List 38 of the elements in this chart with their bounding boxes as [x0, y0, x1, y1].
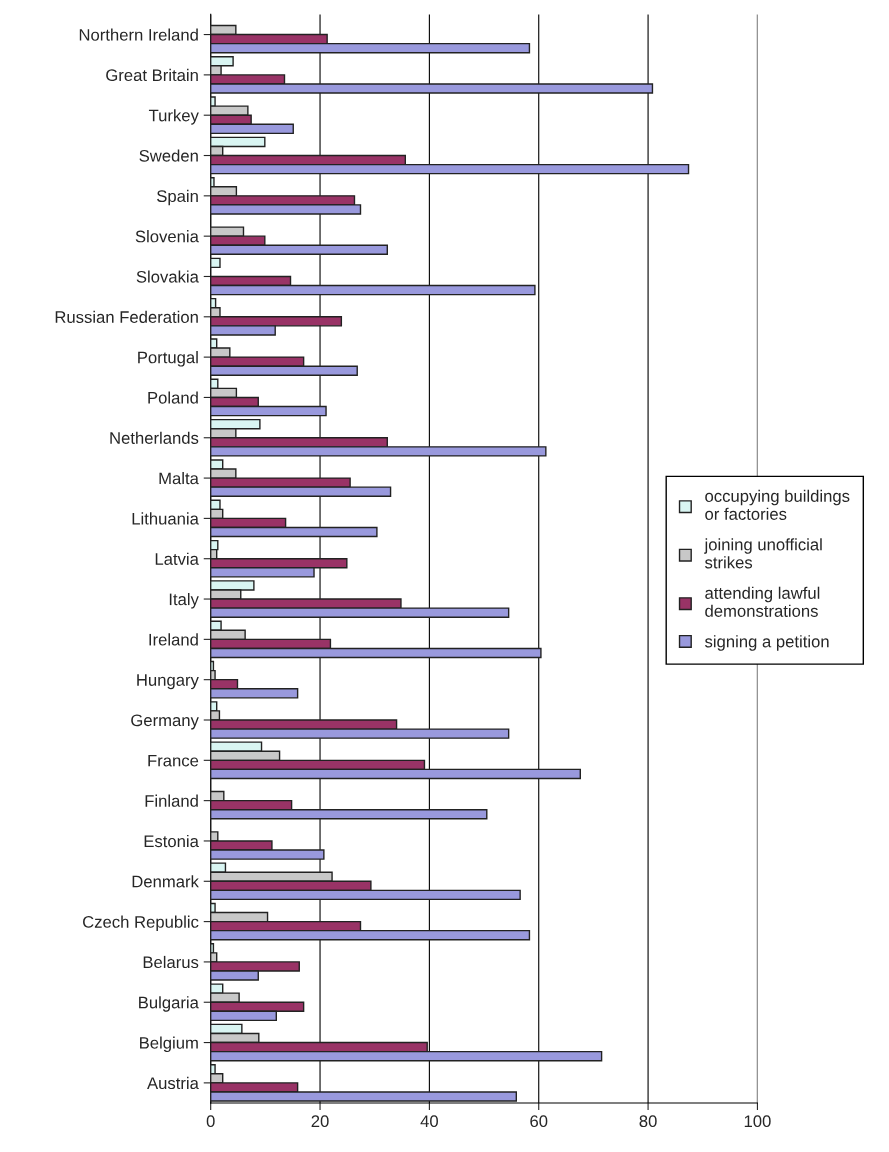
y-tick-label: France	[148, 754, 199, 767]
x-tick-label: 60	[530, 1115, 548, 1128]
y-tick-label: Austria	[147, 1076, 199, 1090]
x-tick-label: 80	[639, 1115, 657, 1128]
y-tick-label: Netherlands	[110, 431, 199, 444]
y-tick-label: Sweden	[139, 149, 198, 162]
x-tick-label: 20	[311, 1115, 329, 1128]
legend-label: occupying buildings or factories	[705, 489, 850, 520]
x-tick-label: 40	[420, 1115, 439, 1128]
y-tick-label: Lithuania	[132, 512, 199, 525]
y-tick-label: Turkey	[148, 109, 199, 125]
x-tick-label: 100	[744, 1115, 771, 1128]
y-tick-label: Great Britain	[106, 68, 198, 82]
y-tick-label: Slovenia	[135, 230, 199, 243]
y-tick-label: Belgium	[140, 1036, 198, 1053]
y-tick-label: Northern Ireland	[79, 28, 198, 41]
y-tick-label: Estonia	[144, 834, 199, 848]
y-tick-label: Spain	[157, 189, 198, 206]
y-tick-label: Latvia	[155, 552, 199, 565]
legend-label: joining unofficial strikes	[704, 538, 822, 569]
y-tick-label: Italy	[169, 593, 199, 609]
y-tick-label: Slovakia	[136, 270, 199, 283]
y-tick-label: Russian Federation	[55, 310, 198, 323]
y-tick-label: Czech Republic	[83, 915, 199, 932]
y-tick-label: Malta	[159, 472, 199, 485]
y-tick-label: Portugal	[138, 351, 198, 367]
bar	[210, 257, 221, 269]
y-tick-label: Bulgaria	[139, 996, 199, 1012]
y-tick-label: Finland	[145, 794, 198, 807]
x-tick-label: 0	[206, 1115, 215, 1128]
y-tick-label: Belarus	[143, 955, 199, 969]
y-tick-label: Germany	[131, 714, 199, 730]
y-tick-label: Poland	[148, 391, 198, 404]
legend-label: signing a petition	[704, 635, 829, 651]
y-tick-label: Ireland	[149, 633, 198, 646]
y-tick-label: Hungary	[137, 674, 199, 690]
legend-label: attending lawful demonstrations	[705, 586, 820, 617]
y-tick-label: Denmark	[132, 875, 199, 888]
